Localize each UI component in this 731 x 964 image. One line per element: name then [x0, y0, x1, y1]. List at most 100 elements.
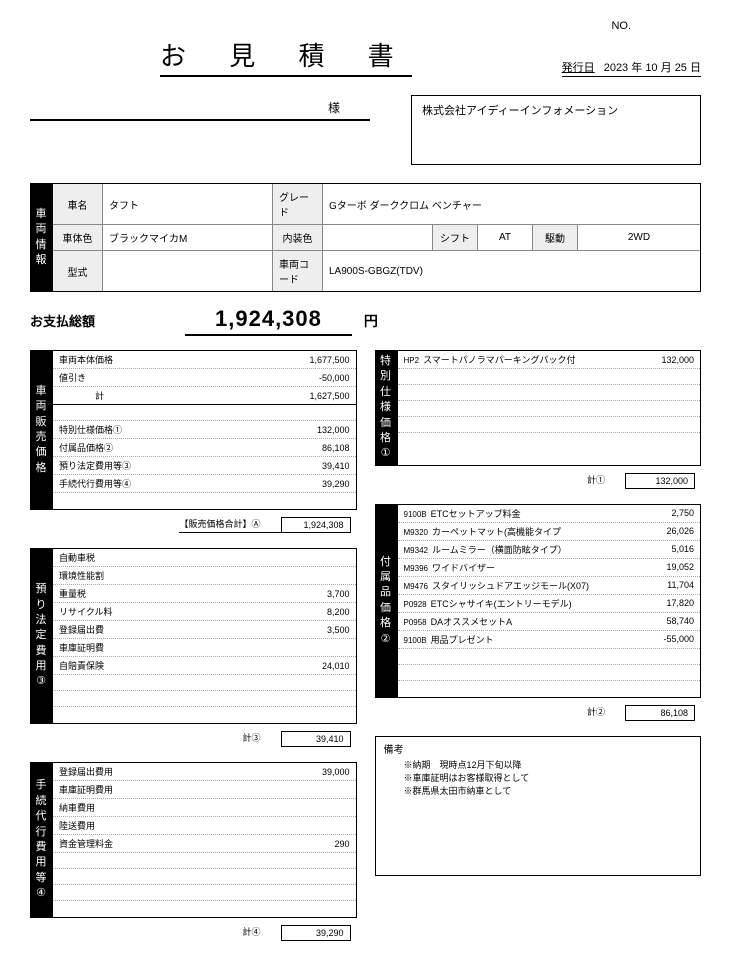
veh-grade: Gターボ ダーククロム ベンチャー	[323, 184, 700, 224]
year: 2023	[604, 62, 628, 74]
customer-block: 様	[30, 95, 370, 165]
line-item	[398, 369, 701, 385]
line-item: 自賠責保険24,010	[53, 657, 356, 675]
line-item: P0928ETCシャサイキ(エントリーモデル)17,820	[398, 595, 701, 613]
veh-name: タフト	[103, 184, 273, 224]
remarks-line: ※群馬県太田市納車として	[384, 784, 693, 797]
proc-sub-nm: 計④	[242, 925, 280, 941]
remarks-line: ※車庫証明はお客様取得として	[384, 771, 693, 784]
line-item: 9100B用品プレゼント-55,000	[398, 631, 701, 649]
veh-name-lbl: 車名	[53, 184, 103, 224]
special-sub-nm: 計①	[587, 473, 625, 489]
legal-sub-nm: 計③	[242, 731, 280, 747]
line-item: 計1,627,500	[53, 387, 356, 405]
line-item	[53, 853, 356, 869]
line-item: 特別仕様価格①132,000	[53, 421, 356, 439]
acc-block: 9100BETCセットアップ料金2,750M9320カーペットマット(高機能タイ…	[397, 504, 702, 698]
total-amount: 1,924,308	[185, 306, 352, 336]
proc-side: 手続代行費用等④	[30, 762, 52, 918]
price-sub-nm: 【販売価格合計】Ⓐ	[179, 517, 280, 533]
legal-block: 自動車税環境性能割重量税3,700リサイクル料8,200登録届出費3,500車庫…	[52, 548, 357, 724]
veh-shift: AT	[478, 225, 533, 250]
legal-side: 預り法定費用③	[30, 548, 52, 724]
line-item: 車庫証明費用	[53, 781, 356, 799]
line-item: リサイクル料8,200	[53, 603, 356, 621]
company-box: 株式会社アイディーインフォメーション	[411, 95, 701, 165]
legal-sub-val: 39,410	[281, 731, 351, 747]
line-item: 預り法定費用等③39,410	[53, 457, 356, 475]
veh-code: LA900S-GBGZ(TDV)	[323, 251, 700, 291]
line-item	[53, 691, 356, 707]
price-sub-val: 1,924,308	[281, 517, 351, 533]
remarks-title: 備考	[384, 741, 693, 756]
special-block: HP2スマートパノラマパーキングパック付132,000	[397, 350, 702, 466]
veh-drive: 2WD	[578, 225, 700, 250]
total-yen: 円	[364, 311, 378, 331]
issue-date: 発行日 2023 年 10 月 25 日	[562, 59, 701, 77]
line-item	[398, 433, 701, 449]
line-item	[398, 649, 701, 665]
veh-drive-lbl: 駆動	[533, 225, 578, 250]
line-item: P0958DAオススメセットA58,740	[398, 613, 701, 631]
month: 10	[645, 62, 657, 74]
special-side: 特別仕様価格①	[375, 350, 397, 466]
line-item	[398, 681, 701, 697]
line-item	[53, 707, 356, 723]
line-item: 車両本体価格1,677,500	[53, 351, 356, 369]
line-item	[53, 885, 356, 901]
veh-color: ブラックマイカM	[103, 225, 273, 250]
line-item	[398, 665, 701, 681]
line-item	[53, 493, 356, 509]
total-label: お支払総額	[30, 311, 95, 330]
vehicle-grid: 車名 タフト グレード Gターボ ダーククロム ベンチャー 車体色 ブラックマイ…	[52, 183, 701, 292]
line-item: 付属品価格②86,108	[53, 439, 356, 457]
line-item: 陸送費用	[53, 817, 356, 835]
no-label: NO.	[611, 20, 711, 32]
line-item: HP2スマートパノラマパーキングパック付132,000	[398, 351, 701, 369]
line-item: 環境性能割	[53, 567, 356, 585]
proc-sub-val: 39,290	[281, 925, 351, 941]
veh-type	[103, 251, 273, 291]
line-item: 重量税3,700	[53, 585, 356, 603]
issue-label: 発行日	[562, 62, 595, 74]
line-item: 資金管理料金290	[53, 835, 356, 853]
veh-color-lbl: 車体色	[53, 225, 103, 250]
line-item	[53, 675, 356, 691]
line-item	[398, 385, 701, 401]
line-item: 登録届出費3,500	[53, 621, 356, 639]
acc-sub-nm: 計②	[587, 705, 625, 721]
line-item	[53, 869, 356, 885]
price-side: 車両販売価格	[30, 350, 52, 510]
veh-grade-lbl: グレード	[273, 184, 323, 224]
special-sub-val: 132,000	[625, 473, 695, 489]
acc-sub-val: 86,108	[625, 705, 695, 721]
veh-interior	[323, 225, 433, 250]
acc-side: 付属品価格②	[375, 504, 397, 698]
line-item	[398, 401, 701, 417]
line-item: 登録届出費用39,000	[53, 763, 356, 781]
line-item: 車庫証明費	[53, 639, 356, 657]
vehicle-side-label: 車両情報	[30, 183, 52, 292]
veh-shift-lbl: シフト	[433, 225, 478, 250]
remarks-box: 備考 ※納期 現時点12月下旬以降※車庫証明はお客様取得として※群馬県太田市納車…	[375, 736, 702, 876]
line-item: M9320カーペットマット(高機能タイプ26,026	[398, 523, 701, 541]
line-item: 手続代行費用等④39,290	[53, 475, 356, 493]
veh-interior-lbl: 内装色	[273, 225, 323, 250]
line-item: 値引き-50,000	[53, 369, 356, 387]
remarks-line: ※納期 現時点12月下旬以降	[384, 758, 693, 771]
line-item	[53, 405, 356, 421]
line-item: 9100BETCセットアップ料金2,750	[398, 505, 701, 523]
price-block: 車両本体価格1,677,500値引き-50,000 計1,627,500 特別仕…	[52, 350, 357, 510]
line-item: M9396ワイドバイザー19,052	[398, 559, 701, 577]
line-item: M9476スタイリッシュドアエッジモール(X07)11,704	[398, 577, 701, 595]
veh-code-lbl: 車両コード	[273, 251, 323, 291]
line-item: M9342ルームミラー（横面防眩タイプ）5,016	[398, 541, 701, 559]
line-item: 納車費用	[53, 799, 356, 817]
customer-honorific: 様	[328, 99, 340, 116]
line-item	[398, 417, 701, 433]
line-item	[53, 901, 356, 917]
company-name: 株式会社アイディーインフォメーション	[422, 102, 690, 118]
doc-title: お 見 積 書	[160, 36, 412, 77]
veh-type-lbl: 型式	[53, 251, 103, 291]
day: 25	[675, 62, 687, 74]
